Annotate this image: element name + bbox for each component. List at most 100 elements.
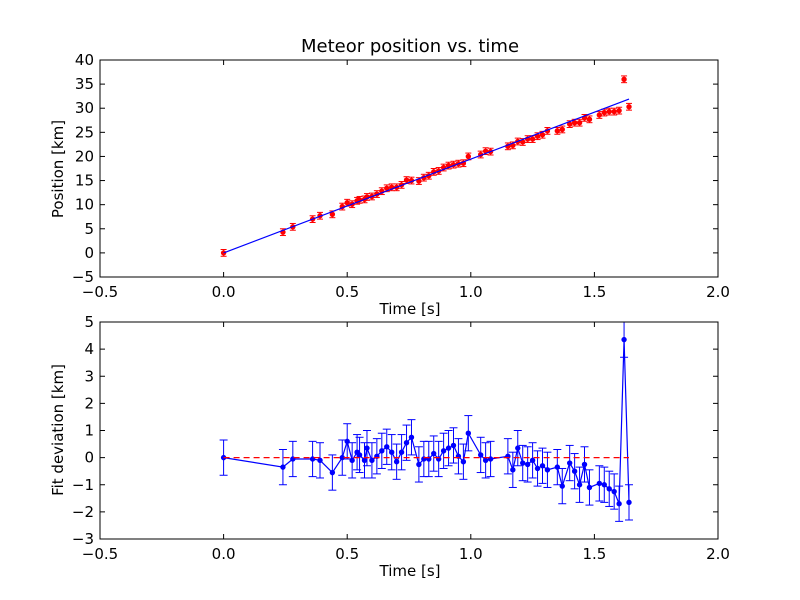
data-point [621,76,627,82]
deviation-plot-plot-area [219,322,634,522]
data-point [349,457,355,464]
position-plot-x-tick-label: 0.5 [335,283,359,301]
data-point [529,457,536,464]
data-point [465,430,472,436]
data-point [566,460,573,466]
position-plot-x-tick-label: −0.5 [82,283,118,301]
position-plot-y-tick-label: 30 [75,99,94,117]
data-point [539,463,546,469]
data-point [369,457,375,464]
deviation-plot-x-tick-label: 1.0 [459,545,483,563]
position-plot-y-axis-label: Position [km] [49,120,67,218]
data-point [529,136,536,142]
position-plot-y-tick-label: −5 [72,268,94,286]
data-point [559,483,565,489]
position-plot-y-tick-label: 10 [75,196,94,214]
data-point [534,465,541,472]
data-point [601,482,607,488]
data-point [601,109,607,116]
position-plot-x-axis-label: Time [s] [379,300,441,318]
deviation-plot-y-tick-label: 3 [84,367,94,385]
position-plot-y-tick-label: 0 [84,244,94,262]
data-point [581,461,588,468]
data-point [482,457,489,464]
data-point [388,449,395,455]
data-point [559,126,565,133]
position-plot-y-tick-label: 15 [75,172,94,190]
data-point [416,461,422,468]
deviation-plot-y-tick-label: 1 [84,422,94,440]
data-point [356,452,363,458]
position-plot-x-tick-label: 0.0 [212,283,236,301]
data-point [361,457,368,464]
data-point [596,480,603,487]
deviation-line [223,339,630,504]
deviation-plot-frame [99,321,719,540]
data-point [576,482,583,488]
data-point [616,107,622,114]
data-point [571,119,578,126]
deviation-plot-y-tick-label: −2 [72,503,94,521]
data-point [431,450,437,457]
data-point [384,444,390,450]
data-point [586,484,593,491]
position-plot-frame [99,59,719,278]
position-plot-y-tick-label: 5 [84,220,94,238]
fit-line [223,98,630,254]
deviation-plot-x-tick-label: 0.0 [212,545,236,563]
position-plot-x-tick-label: 1.0 [459,283,483,301]
data-point [477,452,484,458]
deviation-plot-y-tick-label: 2 [84,394,94,412]
deviation-plot-y-tick-label: 4 [84,340,94,358]
data-point [344,200,350,206]
data-point [539,132,546,138]
deviation-plot-x-tick-label: 0.5 [335,545,359,563]
position-plot-x-tick-label: 1.5 [582,283,606,301]
data-point [611,488,617,495]
chart-title: Meteor position vs. time [301,36,519,57]
data-point [554,128,561,134]
data-point [450,442,457,449]
deviation-plot-y-axis-label: Fit deviation [km] [49,364,67,496]
position-plot-plot-area [220,75,633,257]
data-point [465,153,472,160]
data-point [460,458,467,465]
data-point [317,457,323,464]
data-point [280,464,286,470]
position-plot: Meteor position vs. time −0.5 0.0 0.5 1.0 1.… [49,36,730,318]
data-point [393,458,400,465]
deviation-plot-x-tick-label: 1.5 [582,545,606,563]
position-plot-y-tick-label: 25 [75,123,94,141]
data-point [398,449,405,455]
data-point [403,177,410,183]
data-point [515,445,521,451]
data-point [611,108,617,115]
position-plot-y-tick-label: 40 [75,51,94,69]
data-point [379,448,385,454]
data-point [329,469,336,476]
deviation-plot: −0.5 0.0 0.5 1.0 1.5 2.0 −3 −2 −1 0 1 2 3 4 5 Time [s]… [49,313,730,580]
data-point [586,116,593,123]
data-point [616,501,622,507]
deviation-plot-marks [219,322,634,522]
deviation-plot-y-tick-label: −3 [72,530,94,548]
deviation-plot-y-tick-label: 5 [84,313,94,331]
data-point [445,445,452,451]
data-point [544,467,551,473]
data-point [596,112,603,118]
position-plot-y-tick-label: 35 [75,75,94,93]
deviation-plot-y-tick-label: 0 [84,449,94,467]
deviation-plot-x-tick-label: 2.0 [706,545,730,563]
deviation-plot-y-tick-label: −1 [72,476,94,494]
data-point [626,499,632,506]
position-plot-ticks: −0.5 0.0 0.5 1.0 1.5 2.0 −5 0 5 10 15 20 25 30 35 40 [72,51,730,301]
position-plot-y-tick-label: 20 [75,147,94,165]
data-point [440,448,447,454]
data-point [364,445,370,451]
data-point [571,468,578,474]
data-point [606,108,612,115]
data-point [606,486,612,492]
deviation-plot-x-axis-label: Time [s] [379,562,441,580]
data-point [626,104,632,110]
data-point [520,460,526,466]
